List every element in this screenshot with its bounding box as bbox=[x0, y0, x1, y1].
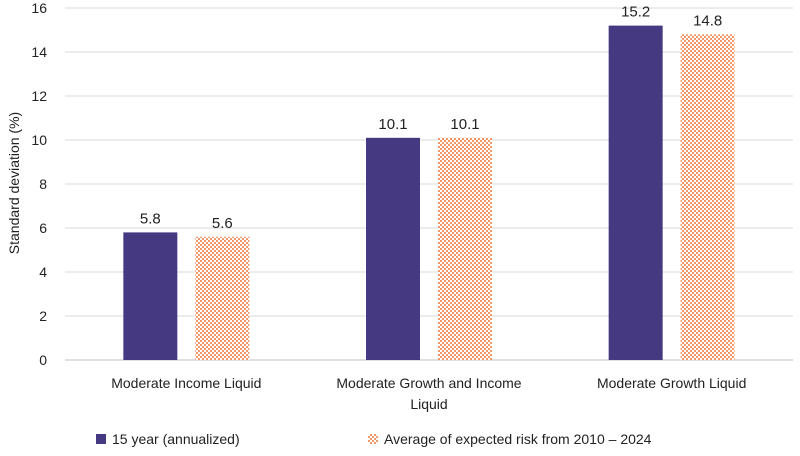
y-tick-label: 16 bbox=[31, 0, 47, 16]
legend-label: Average of expected risk from 2010 – 202… bbox=[384, 431, 652, 447]
bar-fifteen-year bbox=[366, 137, 420, 360]
y-axis-ticks: 0 2 4 6 8 10 12 14 16 bbox=[31, 0, 47, 368]
y-tick-label: 0 bbox=[39, 352, 47, 368]
gridlines bbox=[65, 7, 793, 361]
y-tick-label: 6 bbox=[39, 220, 47, 236]
data-label: 15.2 bbox=[621, 4, 650, 21]
data-label: 5.6 bbox=[212, 215, 233, 232]
y-tick-label: 10 bbox=[31, 132, 47, 148]
category-label: Liquid bbox=[410, 396, 447, 412]
legend-label: 15 year (annualized) bbox=[112, 431, 240, 447]
data-label: 10.1 bbox=[450, 116, 479, 133]
bar-expected-risk bbox=[680, 34, 735, 361]
bar-fifteen-year bbox=[123, 232, 178, 360]
category-label: Moderate Growth and Income bbox=[336, 375, 521, 391]
data-label: 5.8 bbox=[140, 210, 161, 227]
legend-swatch bbox=[368, 434, 378, 444]
bar-expected-risk bbox=[438, 137, 492, 360]
y-tick-label: 8 bbox=[39, 176, 47, 192]
data-labels: 5.8 5.6 10.1 10.1 15.2 14.8 bbox=[140, 4, 722, 232]
legend: 15 year (annualized) Average of expected … bbox=[96, 431, 652, 447]
y-tick-label: 4 bbox=[39, 264, 47, 280]
y-axis-title: Standard deviation (%) bbox=[6, 112, 22, 254]
y-tick-label: 12 bbox=[31, 88, 47, 104]
data-label: 10.1 bbox=[378, 116, 407, 133]
data-label: 14.8 bbox=[693, 12, 722, 29]
bar-fifteen-year bbox=[608, 25, 663, 360]
legend-swatch bbox=[96, 434, 106, 444]
x-axis-categories: Moderate Income Liquid Moderate Growth an… bbox=[111, 375, 746, 412]
y-tick-label: 14 bbox=[31, 44, 47, 60]
bar-expected-risk bbox=[195, 236, 250, 360]
bars bbox=[123, 25, 735, 361]
category-label: Moderate Growth Liquid bbox=[597, 375, 746, 391]
category-label: Moderate Income Liquid bbox=[111, 375, 261, 391]
y-tick-label: 2 bbox=[39, 308, 47, 324]
